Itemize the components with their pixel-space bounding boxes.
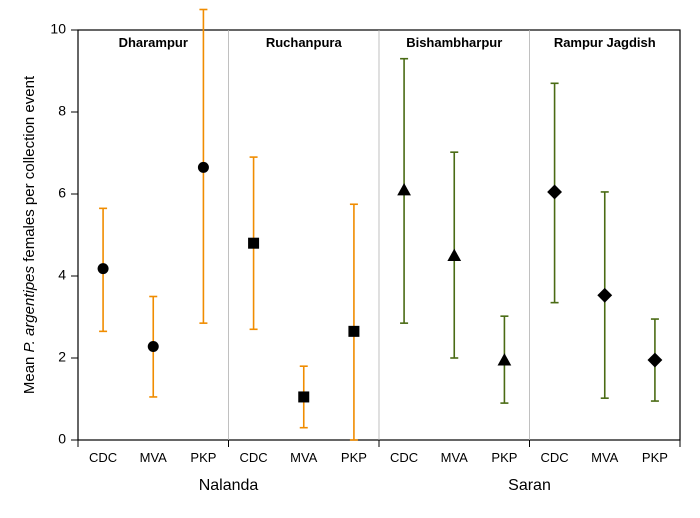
point-marker: [597, 288, 612, 303]
interval-chart: 0 2 4 6 8 10 Mean P. argentipes females per co…: [0, 0, 700, 518]
data-point: [447, 152, 461, 358]
district-label: Nalanda: [199, 477, 259, 494]
y-tick-label: 4: [58, 267, 66, 283]
x-tick-label: PKP: [341, 450, 367, 465]
data-point: [148, 297, 159, 397]
data-point: [348, 204, 359, 440]
x-tick-label: MVA: [591, 450, 619, 465]
y-tick-label: 2: [58, 349, 66, 365]
x-tick-label: PKP: [642, 450, 668, 465]
data-point: [597, 192, 612, 398]
y-axis-title: Mean P. argentipes females per collectio…: [21, 75, 38, 394]
point-marker: [348, 326, 359, 337]
x-tick-label: MVA: [140, 450, 168, 465]
x-tick-label: CDC: [239, 450, 267, 465]
x-tick-label: PKP: [190, 450, 216, 465]
panel-title: Rampur Jagdish: [554, 35, 656, 50]
point-marker: [248, 238, 259, 249]
point-marker: [498, 353, 512, 365]
data-point: [248, 157, 259, 329]
point-marker: [447, 249, 461, 261]
data-point: [298, 366, 309, 428]
data-point: [498, 316, 512, 403]
y-tick-label: 8: [58, 103, 66, 119]
point-marker: [647, 353, 662, 368]
y-tick-label: 10: [50, 21, 66, 37]
point-marker: [547, 185, 562, 200]
data-point: [98, 208, 109, 331]
point-marker: [98, 263, 109, 274]
x-tick-label: MVA: [290, 450, 318, 465]
panel-title: Ruchanpura: [266, 35, 343, 50]
panel-title: Bishambharpur: [406, 35, 502, 50]
x-tick-label: CDC: [89, 450, 117, 465]
point-marker: [298, 391, 309, 402]
x-tick-label: CDC: [540, 450, 568, 465]
district-label: Saran: [508, 477, 551, 494]
point-marker: [198, 162, 209, 173]
data-point: [547, 83, 562, 302]
point-marker: [397, 183, 411, 195]
x-tick-label: CDC: [390, 450, 418, 465]
y-tick-label: 0: [58, 431, 66, 447]
point-marker: [148, 341, 159, 352]
x-tick-label: PKP: [491, 450, 517, 465]
data-point: [198, 10, 209, 324]
data-point: [647, 319, 662, 401]
y-tick-label: 6: [58, 185, 66, 201]
panel-title: Dharampur: [119, 35, 188, 50]
x-tick-label: MVA: [441, 450, 469, 465]
data-point: [397, 59, 411, 323]
